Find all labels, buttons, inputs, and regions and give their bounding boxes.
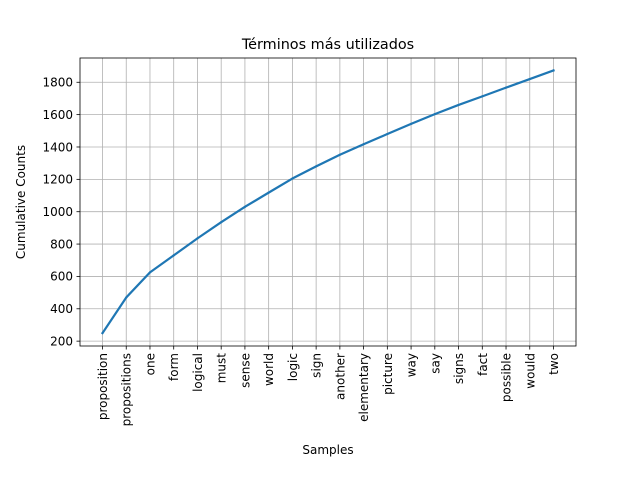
y-tick-label: 1800 xyxy=(42,76,73,90)
x-tick-label: logical xyxy=(191,353,205,392)
y-tick-label: 600 xyxy=(50,270,73,284)
chart-title: Términos más utilizados xyxy=(241,37,414,53)
data-point xyxy=(220,221,223,224)
x-tick-label: another xyxy=(333,353,347,400)
data-point xyxy=(338,153,341,156)
x-tick-label: sense xyxy=(238,353,252,388)
data-point xyxy=(243,205,247,208)
x-tick-label: propositions xyxy=(120,353,134,426)
data-point xyxy=(409,122,413,125)
data-point xyxy=(528,77,531,81)
series-group xyxy=(100,69,555,335)
plot-frame xyxy=(79,57,577,347)
x-tick-label: say xyxy=(428,353,442,374)
x-tick-label: world xyxy=(262,353,276,386)
data-point xyxy=(101,331,104,335)
x-tick-label: signs xyxy=(452,353,466,384)
data-point xyxy=(386,132,389,136)
data-point xyxy=(267,191,270,194)
y-tick-label: 200 xyxy=(50,334,73,348)
data-point xyxy=(172,254,175,257)
data-point xyxy=(196,237,199,240)
x-tick-label: one xyxy=(143,353,157,375)
y-tick-label: 1600 xyxy=(42,108,73,122)
data-point xyxy=(125,296,128,299)
y-axis-title: Cumulative Counts xyxy=(14,145,28,259)
data-point xyxy=(148,271,152,274)
x-tick-label: possible xyxy=(500,353,514,402)
x-tick-label: fact xyxy=(476,353,490,376)
x-tick-label: proposition xyxy=(96,353,110,420)
x-tick-label: would xyxy=(523,353,537,389)
x-tick-label: way xyxy=(405,353,419,377)
data-point xyxy=(552,69,555,72)
x-tick-label: form xyxy=(167,353,181,381)
x-tick-label: sign xyxy=(310,353,324,378)
series-line xyxy=(100,69,555,335)
x-axis-title: Samples xyxy=(302,443,353,457)
x-axis: proposition propositions one form logical mus… xyxy=(96,346,561,426)
x-tick-label: picture xyxy=(381,353,395,395)
y-tick-label: 1200 xyxy=(42,173,73,187)
data-point xyxy=(291,177,294,180)
x-tick-label: logic xyxy=(286,353,300,381)
y-tick-label: 800 xyxy=(50,237,73,251)
y-tick-label: 400 xyxy=(50,302,73,316)
data-point xyxy=(457,103,460,107)
x-tick-label: must xyxy=(215,353,229,384)
x-tick-label: elementary xyxy=(357,353,371,422)
y-tick-label: 1000 xyxy=(42,205,73,219)
data-point xyxy=(315,165,318,168)
x-tick-label: two xyxy=(547,353,561,375)
data-point xyxy=(504,86,508,89)
data-point xyxy=(481,95,484,98)
data-point xyxy=(362,143,365,146)
data-point xyxy=(433,113,436,116)
y-axis: 200 400 600 800 1000 1200 1400 1600 1800 xyxy=(42,76,80,348)
grid-lines xyxy=(80,58,576,346)
y-tick-label: 1400 xyxy=(42,140,73,154)
